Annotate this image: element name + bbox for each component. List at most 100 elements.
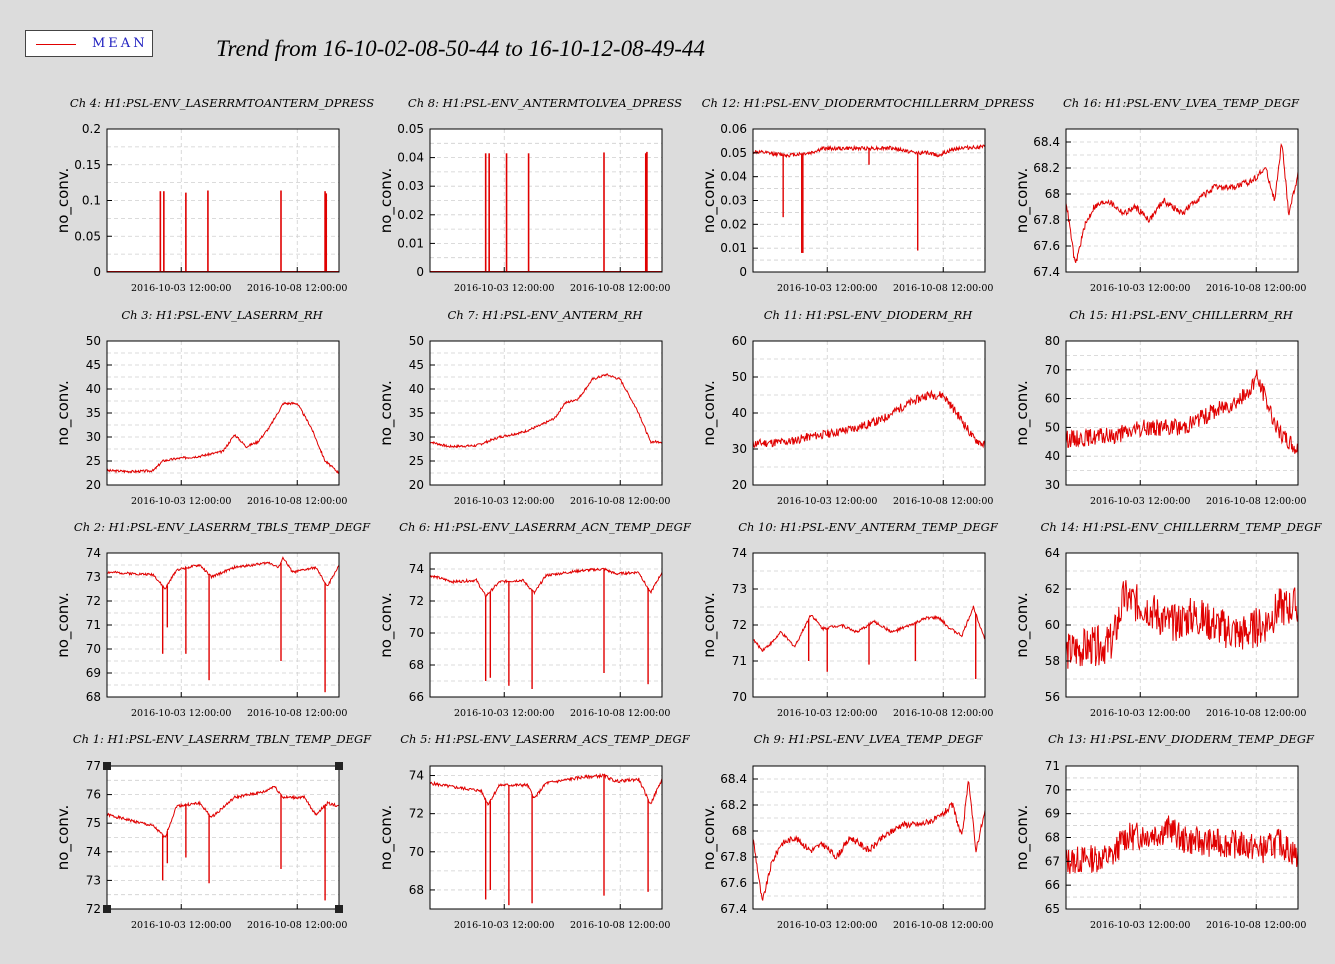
data-series-line [1065, 580, 1299, 669]
chart-panel-15[interactable]: Ch 9: H1:PSL-ENV_LVEA_TEMP_DEGF 67.4 67.6 6… [700, 732, 993, 931]
y-tick-label: 68 [86, 690, 101, 704]
y-tick-label: 0 [416, 265, 424, 279]
y-tick-label: 0.01 [720, 241, 747, 255]
y-tick-label: 60 [1045, 392, 1060, 406]
y-tick-label: 68 [1045, 831, 1060, 845]
y-tick-label: 30 [86, 430, 101, 444]
x-tick-label: 2016-10-08 12:00:00 [247, 496, 347, 507]
y-tick-label: 74 [86, 546, 101, 560]
chart-title: Ch 2: H1:PSL-ENV_LASERRM_TBLS_TEMP_DEGF [74, 520, 371, 534]
chart-title: Ch 4: H1:PSL-ENV_LASERRMTOANTERM_DPRESS [70, 96, 374, 110]
y-tick-label: 73 [86, 570, 101, 584]
x-tick-label: 2016-10-03 12:00:00 [131, 283, 231, 294]
x-tick-label: 2016-10-08 12:00:00 [1206, 283, 1306, 294]
y-tick-label: 74 [409, 769, 424, 783]
y-tick-label: 68.2 [720, 798, 747, 812]
x-tick-label: 2016-10-08 12:00:00 [1206, 708, 1306, 719]
chart-title: Ch 7: H1:PSL-ENV_ANTERM_RH [448, 308, 644, 322]
y-axis-label: no_conv. [54, 805, 73, 871]
y-tick-label: 20 [732, 478, 747, 492]
x-tick-label: 2016-10-08 12:00:00 [247, 920, 347, 931]
x-tick-label: 2016-10-08 12:00:00 [570, 496, 670, 507]
y-axis-label: no_conv. [1013, 168, 1032, 234]
y-tick-label: 66 [409, 690, 424, 704]
y-tick-label: 74 [86, 845, 101, 859]
chart-panel-3[interactable]: Ch 12: H1:PSL-ENV_DIODERMTOCHILLERRM_DPR… [700, 96, 1034, 294]
data-series-line [1065, 142, 1299, 263]
chart-panel-1[interactable]: Ch 4: H1:PSL-ENV_LASERRMTOANTERM_DPRESS 0… [54, 96, 374, 294]
y-tick-label: 67.8 [720, 850, 747, 864]
y-tick-label: 0.15 [74, 158, 101, 172]
selection-handle[interactable] [335, 762, 343, 770]
y-tick-label: 71 [1045, 759, 1060, 773]
legend-label: MEAN [92, 36, 148, 51]
y-tick-label: 68 [409, 658, 424, 672]
y-axis-label: no_conv. [377, 380, 396, 446]
y-tick-label: 70 [409, 626, 424, 640]
y-tick-label: 58 [1045, 654, 1060, 668]
y-tick-label: 0.2 [82, 122, 101, 136]
chart-panel-7[interactable]: Ch 11: H1:PSL-ENV_DIODERM_RH 20 30 40 50 60 20… [700, 308, 993, 507]
chart-panel-13[interactable]: Ch 1: H1:PSL-ENV_LASERRM_TBLN_TEMP_DEGF 7… [54, 732, 372, 931]
chart-panel-10[interactable]: Ch 6: H1:PSL-ENV_LASERRM_ACN_TEMP_DEGF 66… [377, 520, 692, 719]
y-axis-label: no_conv. [1013, 592, 1032, 658]
y-tick-label: 68.4 [720, 772, 747, 786]
y-tick-label: 0.04 [720, 170, 747, 184]
y-tick-label: 68.2 [1033, 161, 1060, 175]
y-tick-label: 35 [86, 406, 101, 420]
y-tick-label: 0.05 [397, 122, 424, 136]
y-tick-label: 72 [86, 594, 101, 608]
y-tick-label: 20 [409, 478, 424, 492]
y-tick-label: 80 [1045, 334, 1060, 348]
chart-panel-11[interactable]: Ch 10: H1:PSL-ENV_ANTERM_TEMP_DEGF 70 71 72… [700, 520, 999, 719]
chart-panel-5[interactable]: Ch 3: H1:PSL-ENV_LASERRM_RH 20 25 30 35 40 45 5… [54, 308, 347, 507]
y-tick-label: 71 [732, 654, 747, 668]
chart-panel-14[interactable]: Ch 5: H1:PSL-ENV_LASERRM_ACS_TEMP_DEGF 68… [377, 732, 691, 931]
chart-panel-6[interactable]: Ch 7: H1:PSL-ENV_ANTERM_RH 20 25 30 35 40 45 50… [377, 308, 670, 507]
x-tick-label: 2016-10-03 12:00:00 [1090, 708, 1190, 719]
y-tick-label: 68.4 [1033, 135, 1060, 149]
x-tick-label: 2016-10-08 12:00:00 [1206, 920, 1306, 931]
y-tick-label: 0.02 [720, 217, 747, 231]
chart-panel-16[interactable]: Ch 13: H1:PSL-ENV_DIODERM_TEMP_DEGF 65 66 6… [1013, 732, 1315, 931]
y-tick-label: 0.1 [82, 194, 101, 208]
chart-title: Ch 3: H1:PSL-ENV_LASERRM_RH [121, 308, 323, 322]
data-series-line [752, 780, 986, 901]
x-tick-label: 2016-10-03 12:00:00 [454, 496, 554, 507]
legend: MEAN [25, 30, 153, 57]
y-tick-label: 56 [1045, 690, 1060, 704]
y-tick-label: 60 [1045, 618, 1060, 632]
chart-panel-8[interactable]: Ch 15: H1:PSL-ENV_CHILLERRM_RH 30 40 50 60 70… [1013, 308, 1306, 507]
y-tick-label: 40 [409, 382, 424, 396]
selection-handle[interactable] [103, 762, 111, 770]
selection-handle[interactable] [103, 905, 111, 913]
plot-frame [1065, 128, 1299, 273]
chart-panel-4[interactable]: Ch 16: H1:PSL-ENV_LVEA_TEMP_DEGF 67.4 67.6… [1013, 96, 1306, 294]
chart-panel-2[interactable]: Ch 8: H1:PSL-ENV_ANTERMTOLVEA_DPRESS 0 0.0… [377, 96, 682, 294]
y-tick-label: 77 [86, 759, 101, 773]
y-tick-label: 50 [409, 334, 424, 348]
legend-line-swatch [36, 44, 76, 45]
y-axis-label: no_conv. [377, 592, 396, 658]
y-axis-label: no_conv. [1013, 805, 1032, 871]
chart-title: Ch 13: H1:PSL-ENV_DIODERM_TEMP_DEGF [1048, 732, 1315, 746]
y-tick-label: 69 [1045, 807, 1060, 821]
chart-panel-9[interactable]: Ch 2: H1:PSL-ENV_LASERRM_TBLS_TEMP_DEGF 6… [54, 520, 371, 719]
chart-panel-12[interactable]: Ch 14: H1:PSL-ENV_CHILLERRM_TEMP_DEGF 56 5… [1013, 520, 1322, 719]
data-series-line [106, 785, 340, 838]
y-tick-label: 67.4 [720, 902, 747, 916]
y-tick-label: 70 [86, 642, 101, 656]
y-tick-label: 0.02 [397, 208, 424, 222]
y-axis-label: no_conv. [700, 805, 719, 871]
y-tick-label: 45 [409, 358, 424, 372]
x-tick-label: 2016-10-08 12:00:00 [247, 708, 347, 719]
chart-title: Ch 9: H1:PSL-ENV_LVEA_TEMP_DEGF [754, 732, 984, 746]
y-tick-label: 72 [409, 594, 424, 608]
selection-handle[interactable] [335, 905, 343, 913]
y-tick-label: 67.6 [1033, 239, 1060, 253]
y-tick-label: 67.4 [1033, 265, 1060, 279]
y-axis-label: no_conv. [377, 805, 396, 871]
plot-frame [429, 128, 663, 273]
y-tick-label: 25 [86, 454, 101, 468]
